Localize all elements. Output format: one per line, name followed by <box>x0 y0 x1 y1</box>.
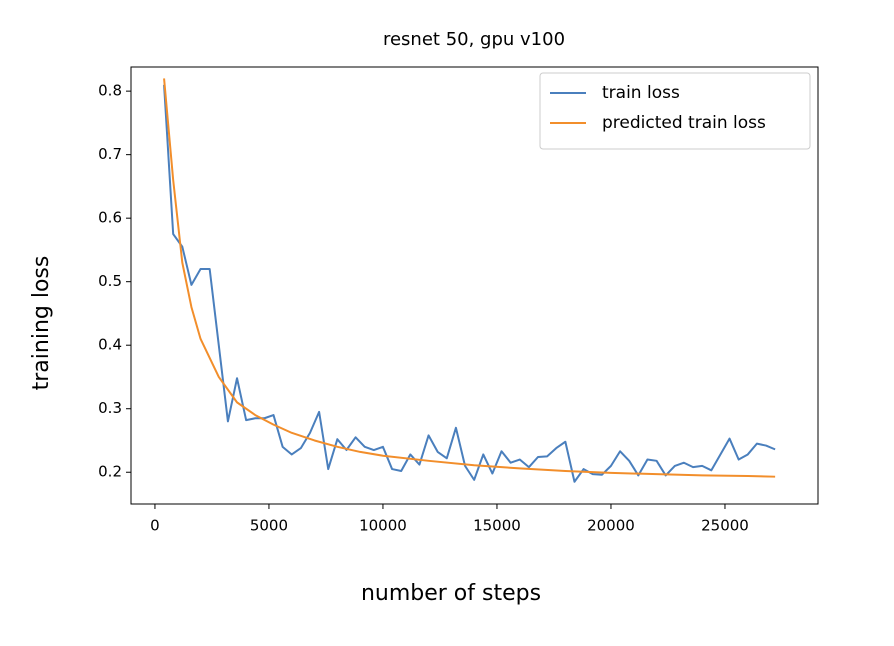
chart-title: resnet 50, gpu v100 <box>383 29 565 50</box>
x-tick-label: 5000 <box>250 517 288 535</box>
y-tick-label: 0.3 <box>98 399 122 417</box>
x-axis-label: number of steps <box>361 581 541 606</box>
y-tick-label: 0.2 <box>98 463 122 481</box>
y-tick-label: 0.4 <box>98 336 122 354</box>
legend-label: predicted train loss <box>602 113 766 133</box>
x-tick-label: 10000 <box>359 517 407 535</box>
y-tick-label: 0.8 <box>98 82 122 100</box>
x-tick-label: 0 <box>150 517 160 535</box>
line-series <box>163 78 776 478</box>
y-tick-label: 0.7 <box>98 145 122 163</box>
line-series <box>163 84 776 483</box>
y-tick-label: 0.5 <box>98 272 122 290</box>
y-axis-label: training loss <box>29 256 54 391</box>
x-tick-label: 20000 <box>587 517 635 535</box>
legend-label: train loss <box>602 83 680 103</box>
y-tick-label: 0.6 <box>98 209 122 227</box>
plot-frame <box>130 66 819 505</box>
x-tick-label: 25000 <box>701 517 749 535</box>
legend-box <box>539 72 811 150</box>
x-tick-label: 15000 <box>473 517 521 535</box>
